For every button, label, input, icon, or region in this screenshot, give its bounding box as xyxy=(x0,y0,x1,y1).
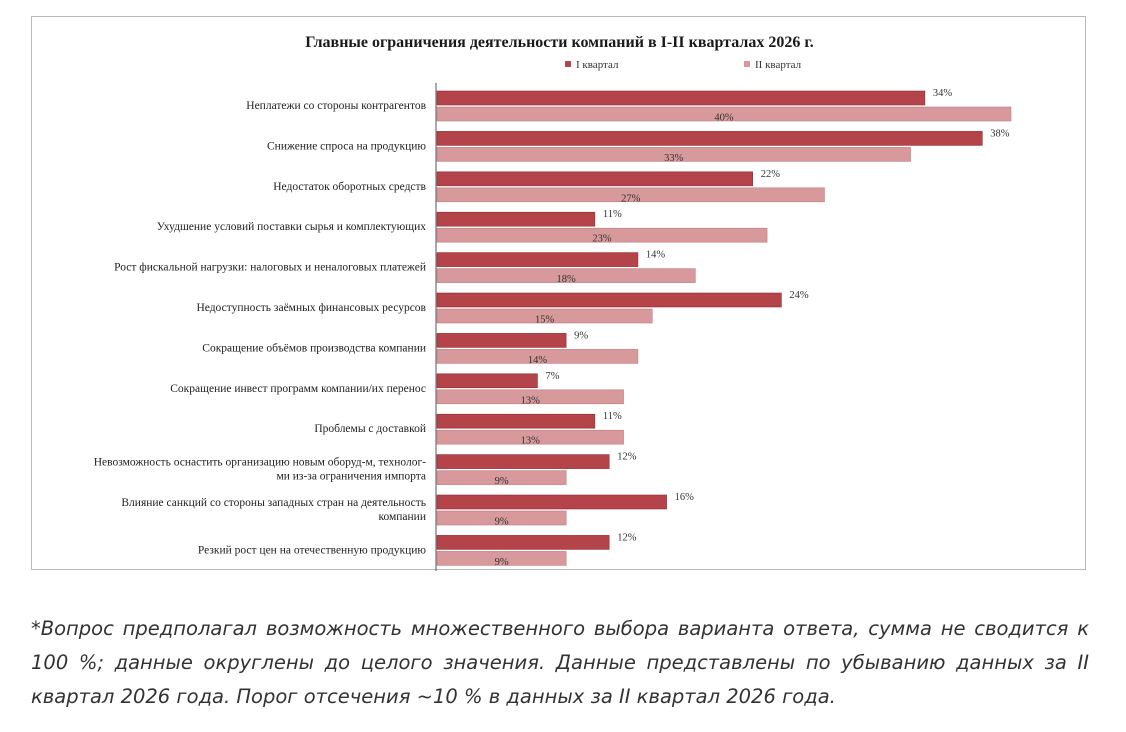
bar-q2 xyxy=(436,227,768,243)
bar-q1 xyxy=(436,90,926,106)
data-label-q1: 9% xyxy=(574,330,588,341)
footnote: *Вопрос предполагал возможность множеств… xyxy=(31,617,1089,708)
bar-q2 xyxy=(436,268,696,283)
legend-item-q2: II квартал xyxy=(744,59,801,71)
category-label: Снижение спроса на продукцию xyxy=(267,140,426,152)
data-label-q1: 12% xyxy=(617,532,637,543)
category-label: Влияние санкций со стороны западных стра… xyxy=(121,497,426,509)
legend-swatch-q2 xyxy=(744,61,750,68)
bar-q1 xyxy=(436,131,983,146)
bar-q2 xyxy=(436,308,653,324)
data-label-q2: 13% xyxy=(521,436,541,447)
data-label-q1: 7% xyxy=(545,371,559,382)
chart-title: Главные ограничения деятельности компани… xyxy=(305,34,814,51)
category-label: Сокращение инвест программ компании/их п… xyxy=(170,383,426,395)
bar-q2 xyxy=(436,470,567,485)
category-label: Проблемы с доставкой xyxy=(314,423,426,435)
data-label-q1: 16% xyxy=(675,492,695,503)
legend-label-q1: I квартал xyxy=(576,59,619,71)
category-label: Резкий рост цен на отечественную продукц… xyxy=(198,544,427,556)
data-label-q1: 38% xyxy=(990,128,1010,139)
data-label-q2: 9% xyxy=(495,476,509,487)
category-label: Рост фискальной нагрузки: налоговых и не… xyxy=(114,262,426,274)
bar-q1 xyxy=(436,494,667,510)
bar-q2 xyxy=(436,187,825,203)
data-label-q2: 15% xyxy=(535,315,555,326)
category-label: Сокращение объёмов производства компании xyxy=(202,342,426,354)
data-label-q2: 14% xyxy=(528,355,548,366)
bar-q2 xyxy=(436,510,567,526)
chart-frame: Главные ограничения деятельности компани… xyxy=(31,16,1086,571)
bar-q2 xyxy=(436,349,639,364)
data-label-q2: 18% xyxy=(557,274,577,285)
category-label: Ухудшение условий поставки сырья и компл… xyxy=(157,221,426,233)
category-label: компании xyxy=(378,511,426,523)
bar-chart: Неплатежи со стороны контрагентов 34% 40% С… xyxy=(94,83,1012,571)
bar-q1 xyxy=(436,535,610,550)
data-label-q1: 11% xyxy=(603,411,622,422)
bar-q1 xyxy=(436,292,782,308)
bar-q2 xyxy=(436,106,1012,122)
category-label: ми из-за ограничения импорта xyxy=(276,471,426,483)
category-label: Неплатежи со стороны контрагентов xyxy=(246,100,426,112)
bar-q1 xyxy=(436,373,538,389)
data-label-q2: 40% xyxy=(714,113,734,124)
data-label-q1: 22% xyxy=(761,169,781,180)
data-label-q1: 12% xyxy=(617,452,637,463)
legend-label-q2: II квартал xyxy=(755,59,802,71)
category-label: Недостаток оборотных средств xyxy=(273,181,426,193)
data-label-q2: 9% xyxy=(495,557,509,568)
bar-q1 xyxy=(436,413,596,429)
bar-q2 xyxy=(436,147,911,162)
data-label-q2: 9% xyxy=(495,517,509,528)
data-label-q2: 33% xyxy=(664,153,684,164)
bar-q1 xyxy=(436,454,610,469)
bar-q1 xyxy=(436,211,596,227)
bar-q2 xyxy=(436,551,567,566)
data-label-q1: 14% xyxy=(646,250,666,261)
legend-swatch-q1 xyxy=(565,61,571,68)
data-label-q1: 34% xyxy=(933,88,953,99)
category-label: Недоступность заёмных финансовых ресурсо… xyxy=(196,302,426,314)
bar-q1 xyxy=(436,171,754,187)
bar-q1 xyxy=(436,333,567,348)
data-label-q1: 11% xyxy=(603,209,622,220)
data-label-q2: 13% xyxy=(521,395,541,406)
bar-q1 xyxy=(436,252,639,267)
bar-q2 xyxy=(436,389,624,405)
data-label-q2: 23% xyxy=(592,234,612,245)
data-label-q2: 27% xyxy=(621,193,641,204)
legend-item-q1: I квартал xyxy=(565,59,618,71)
bar-q2 xyxy=(436,429,624,445)
data-label-q1: 24% xyxy=(789,290,809,301)
category-label: Невозможность оснастить организацию новы… xyxy=(94,457,426,469)
